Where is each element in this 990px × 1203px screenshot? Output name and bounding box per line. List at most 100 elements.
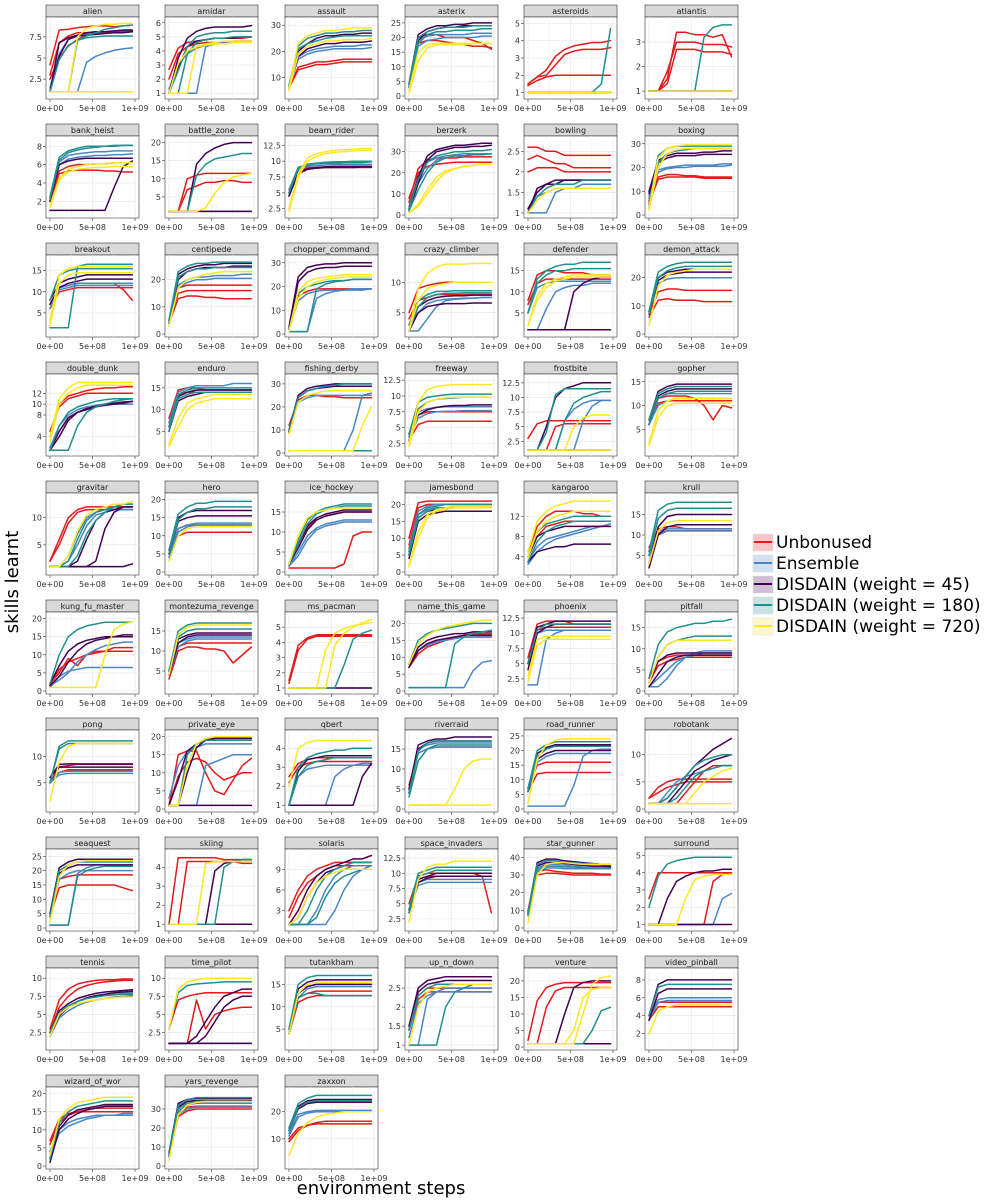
x-tick-label: 0e+00 — [515, 699, 542, 708]
series-lines — [49, 1096, 134, 1164]
series-line-disdain-weight-45- — [408, 872, 493, 911]
x-tick-label: 1e+09 — [241, 936, 268, 945]
y-tick-label: 30 — [271, 380, 281, 389]
x-tick-label: 1e+09 — [721, 104, 748, 113]
facet-strip-label: bowling — [555, 126, 586, 135]
x-tick-label: 0e+00 — [37, 699, 64, 708]
y-tick-label: 5 — [156, 667, 161, 676]
series-line-unbonused — [648, 656, 733, 684]
series-lines — [527, 261, 612, 331]
series-line-disdain-weight-720- — [288, 147, 373, 210]
y-tick-label: 15 — [271, 980, 281, 989]
series-line-unbonused — [168, 646, 253, 680]
facet-strip-label: kung_fu_master — [61, 602, 125, 611]
series-line-unbonused — [527, 146, 612, 157]
series-line-disdain-weight-180- — [527, 179, 612, 214]
series-line-disdain-weight-720- — [527, 635, 612, 677]
x-tick-label: 1e+09 — [241, 1055, 268, 1064]
y-tick-label: 0 — [37, 924, 42, 933]
facet-panel-ice_hockey: ice_hockey 0 5 10 15 0e+00 5e+08 1e+09 — [271, 480, 387, 589]
facet-strip-label: video_pinball — [665, 958, 718, 967]
series-line-disdain-weight-45- — [288, 165, 373, 197]
series-line-unbonused — [288, 634, 373, 682]
series-line-disdain-weight-180- — [527, 515, 612, 558]
series-line-disdain-weight-720- — [288, 406, 373, 452]
y-tick-label: 20 — [151, 139, 161, 148]
x-tick-label: 5e+08 — [79, 936, 106, 945]
y-tick-label: 10 — [271, 528, 281, 537]
x-tick-label: 5e+08 — [198, 1174, 225, 1183]
y-tick-label: 7.5 — [148, 992, 161, 1001]
series-line-disdain-weight-720- — [408, 396, 493, 448]
y-tick-label: 20 — [391, 169, 401, 178]
series-line-disdain-weight-45- — [168, 737, 253, 807]
y-tick-label: 5 — [396, 900, 401, 909]
series-line-disdain-weight-720- — [527, 738, 612, 804]
x-tick-label: 1e+09 — [721, 936, 748, 945]
y-tick-label: 5 — [515, 19, 520, 28]
facet-panel-demon_attack: demon_attack 0 10 20 0e+00 5e+08 1e+09 — [631, 242, 747, 351]
x-tick-label: 5e+08 — [318, 104, 345, 113]
series-line-disdain-weight-180- — [408, 25, 493, 86]
series-lines — [49, 978, 134, 1037]
series-line-unbonused — [527, 761, 612, 790]
y-tick-label: 10 — [391, 278, 401, 287]
series-line-disdain-weight-180- — [527, 865, 612, 917]
series-lines — [288, 739, 373, 806]
x-tick-label: 1e+09 — [721, 1055, 748, 1064]
y-tick-label: 7.5 — [507, 408, 520, 417]
x-tick-label: 5e+08 — [318, 936, 345, 945]
x-tick-label: 1e+09 — [600, 817, 627, 826]
series-line-disdain-weight-720- — [168, 1100, 253, 1162]
y-axis-title: skills learnt — [2, 531, 23, 634]
series-line-disdain-weight-180- — [408, 503, 493, 553]
y-tick-label: 7.5 — [29, 992, 42, 1001]
y-tick-label: 7.5 — [507, 644, 520, 653]
y-tick-label: 1 — [156, 89, 161, 98]
series-line-disdain-weight-180- — [168, 30, 253, 94]
series-lines — [527, 620, 612, 686]
y-tick-label: 10 — [32, 974, 42, 983]
y-tick-label: 20 — [151, 733, 161, 742]
series-line-ensemble — [49, 150, 134, 198]
x-tick-label: 0e+00 — [515, 223, 542, 232]
y-tick-label: 10 — [32, 1126, 42, 1135]
facet-strip-label: yars_revenge — [185, 1077, 239, 1086]
y-tick-label: 20 — [151, 1124, 161, 1133]
y-tick-label: 2 — [156, 901, 161, 910]
facet-panel-berzerk: berzerk 0 10 20 30 0e+00 5e+08 1e+09 — [391, 123, 507, 232]
series-line-unbonused — [49, 506, 134, 562]
x-tick-label: 5e+08 — [438, 104, 465, 113]
series-line-disdain-weight-45- — [288, 755, 373, 806]
series-line-disdain-weight-180- — [168, 622, 253, 672]
x-tick-label: 5e+08 — [79, 1055, 106, 1064]
facet-strip-label: assault — [317, 7, 346, 16]
y-tick-label: 10 — [32, 651, 42, 660]
series-line-disdain-weight-720- — [648, 1004, 733, 1035]
series-line-disdain-weight-45- — [49, 858, 134, 915]
series-line-ensemble — [49, 152, 134, 203]
y-tick-label: 15 — [151, 751, 161, 760]
facet-strip-label: private_eye — [188, 720, 235, 729]
series-line-ensemble — [168, 1106, 253, 1158]
y-tick-label: 20 — [510, 747, 520, 756]
series-lines — [288, 974, 373, 1035]
y-tick-label: 8 — [515, 533, 520, 542]
series-lines — [408, 142, 493, 214]
x-tick-label: 0e+00 — [156, 699, 183, 708]
facet-panel-bank_heist: bank_heist 2 4 6 8 0e+00 5e+08 1e+09 — [37, 123, 148, 232]
facet-panel-krull: krull 5 10 15 0e+00 5e+08 1e+09 — [631, 480, 747, 589]
series-line-disdain-weight-720- — [408, 281, 493, 332]
x-tick-label: 1e+09 — [241, 580, 268, 589]
facet-strip-label: berzerk — [436, 126, 467, 135]
series-line-disdain-weight-45- — [49, 400, 134, 452]
series-line-ensemble — [408, 296, 493, 326]
y-tick-label: 30 — [391, 148, 401, 157]
facet-panel-centipede: centipede 0 10 20 0e+00 5e+08 1e+09 — [151, 242, 267, 351]
series-line-unbonused — [648, 176, 733, 204]
facet-panel-breakout: breakout 5 10 15 0e+00 5e+08 1e+09 — [32, 242, 148, 351]
series-line-disdain-weight-720- — [527, 986, 612, 1045]
legend-item: Ensemble — [752, 554, 859, 574]
series-line-ensemble — [527, 282, 612, 331]
series-line-disdain-weight-180- — [648, 618, 733, 680]
